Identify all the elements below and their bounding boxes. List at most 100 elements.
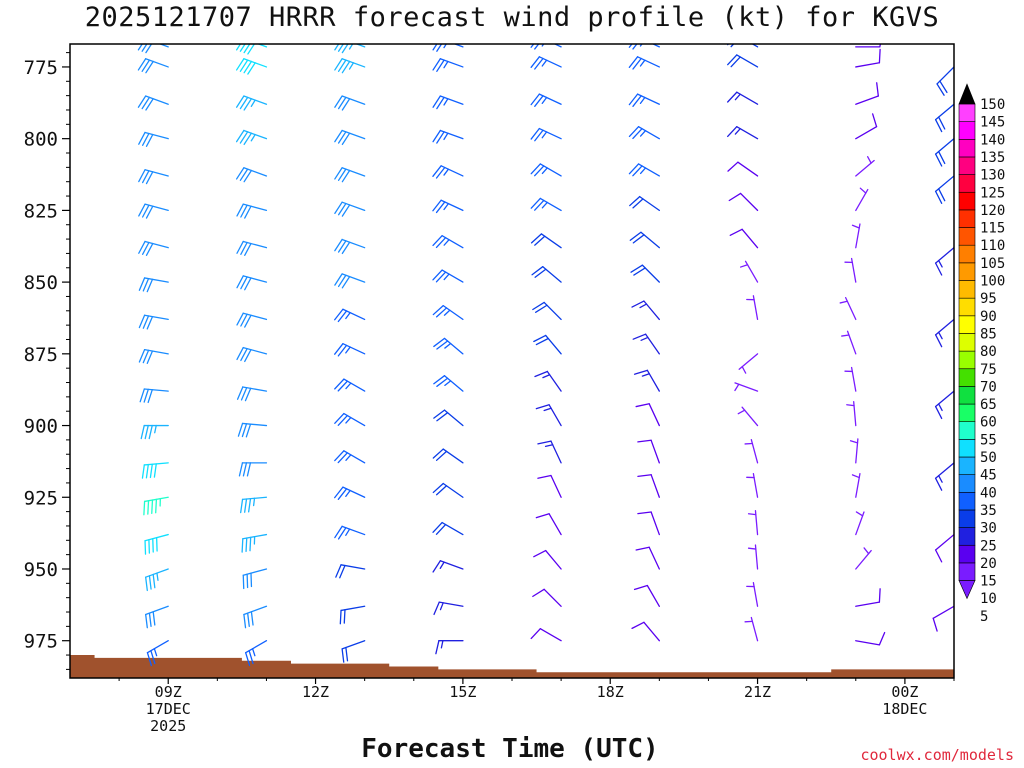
wind-barb [746,581,759,607]
wind-barb [747,544,759,570]
wind-barb [737,406,759,427]
colorbar-segment [958,527,976,546]
y-tick-label: 775 [24,57,58,79]
wind-barb [936,66,954,96]
wind-barb [242,568,268,590]
wind-barb [236,386,268,402]
wind-barb [236,240,268,256]
colorbar-label: 115 [980,221,1005,237]
wind-barb [855,631,886,646]
colorbar-top-arrow [958,83,976,105]
x-tick-label: 12Z [302,683,329,701]
wind-barb [851,223,861,249]
wind-barb [855,82,879,105]
wind-barb [137,44,169,54]
colorbar-segment [958,350,976,370]
y-tick-label: 800 [24,129,58,151]
wind-barb [433,375,464,392]
credit-link[interactable]: coolwx.com/models [860,746,1014,764]
y-tick-label: 900 [24,416,58,438]
colorbar-label: 65 [980,397,997,413]
wind-barb [334,343,366,357]
wind-barb [628,44,660,50]
wind-barb [746,295,759,321]
ground-layer [70,655,954,678]
barb-column [137,44,169,667]
wind-barb [531,266,562,283]
wind-barb [851,472,861,498]
wind-barb [734,382,759,392]
colorbar-segment [958,209,976,228]
wind-barb [628,93,660,107]
wind-barb [138,131,169,147]
wind-barb [236,346,268,363]
colorbar: 1501451401351301251201151101051009590858… [958,83,1005,625]
colorbar-label: 10 [980,591,997,607]
wind-barb [138,277,169,293]
colorbar-label: 30 [980,521,997,537]
wind-barb [138,349,169,364]
colorbar-label: 20 [980,556,997,572]
wind-barb [739,260,759,283]
colorbar-label: 85 [980,326,997,342]
colorbar-segment [958,139,976,158]
barb-column [235,44,268,667]
wind-barb [727,44,759,48]
wind-barb [235,44,268,55]
colorbar-segment [958,244,976,264]
colorbar-label: 45 [980,468,997,484]
colorbar-label: 95 [980,291,997,307]
colorbar-label: 125 [980,185,1005,201]
wind-barb [432,521,464,536]
wind-barb [533,334,562,355]
colorbar-segment [958,280,976,299]
barb-column [530,44,562,642]
colorbar-label: 135 [980,150,1005,166]
colorbar-label: 25 [980,538,997,554]
colorbar-segment [958,315,976,334]
wind-barb [727,54,759,68]
wind-barb [432,304,464,321]
wind-barb [334,450,366,464]
wind-barb [334,238,366,255]
colorbar-label: 40 [980,485,997,501]
y-axis: 975 950 925 900 875 850 825 800 775 [24,52,70,670]
wind-barb [334,129,366,146]
wind-barb [530,628,562,642]
colorbar-segment [958,297,976,317]
wind-barb [934,318,954,348]
colorbar-segment [958,121,976,140]
wind-barb [746,472,759,498]
colorbar-label: 140 [980,132,1005,148]
wind-barb [631,621,660,642]
colorbar-segment [958,509,976,528]
wind-barb [530,197,562,212]
wind-barb [334,167,366,183]
colorbar-segment [958,386,976,405]
wind-barb [140,424,169,440]
y-tick-label: 850 [24,272,58,294]
y-tick-label: 950 [24,559,58,581]
colorbar-segment [958,491,976,511]
wind-barb [535,513,562,536]
wind-barb [238,462,268,477]
wind-barb [236,312,268,328]
wind-barb [934,138,954,167]
colorbar-bottom-arrow [958,580,976,600]
wind-barb [632,333,660,355]
wind-barb [143,496,169,516]
y-tick-label: 875 [24,344,58,366]
wind-barb [534,370,562,392]
wind-barb [855,511,865,536]
barb-column [932,66,954,632]
colorbar-label: 100 [980,274,1005,290]
colorbar-segment [958,333,976,352]
wind-barb [727,126,759,140]
wind-barb [334,58,366,74]
wind-barb [635,546,660,570]
wind-barb [432,269,464,283]
wind-barb [530,127,562,142]
wind-barb [934,103,954,133]
